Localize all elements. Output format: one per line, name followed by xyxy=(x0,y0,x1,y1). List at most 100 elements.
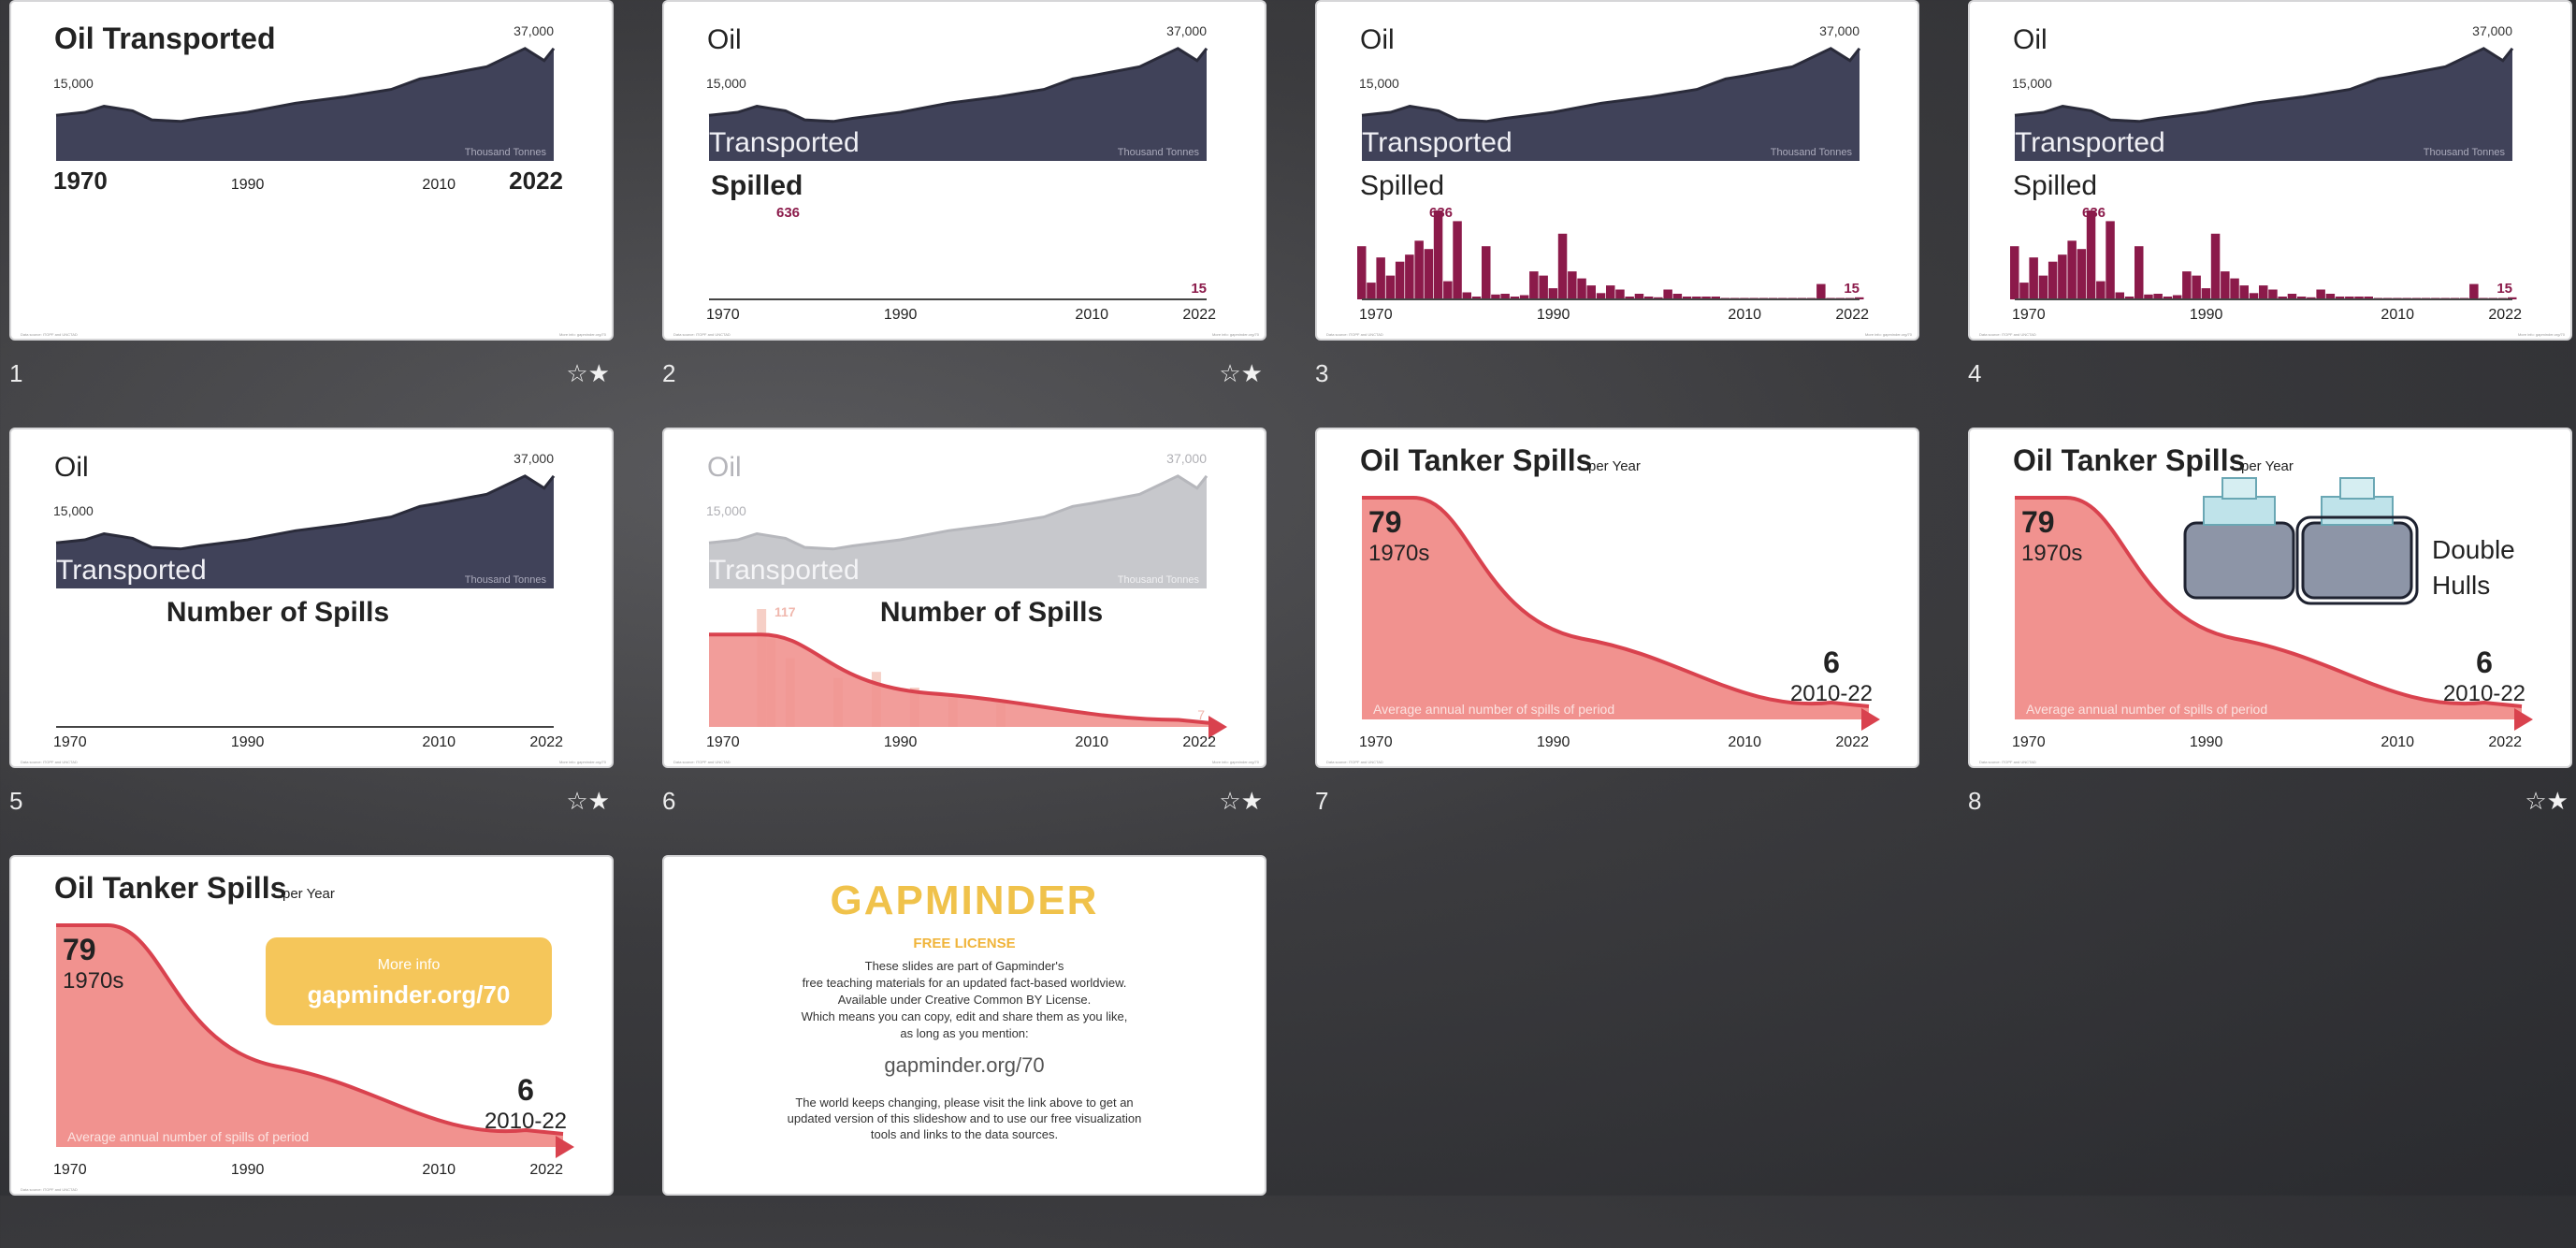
spill-bar xyxy=(2364,297,2373,299)
spilled-label: Spilled xyxy=(1360,170,1444,201)
unit-label: Thousand Tonnes xyxy=(465,147,547,158)
spill-bar xyxy=(1414,240,1424,299)
label-2010-22: 2010-22 xyxy=(1790,681,1873,706)
spill-bar xyxy=(2230,278,2239,299)
slide-title: Oil xyxy=(707,452,742,483)
year-tick-2022: 2022 xyxy=(2488,307,2522,323)
data-source-footnote: Data source: ITOPF and UNCTAD xyxy=(21,332,78,337)
year-tick-1970: 1970 xyxy=(53,734,87,750)
slide-cell-8: Oil Tanker Spills per Year 79 1970s 6 2010-22… xyxy=(1968,428,2572,820)
spill-bar xyxy=(2163,297,2173,299)
star-icon[interactable]: ☆★ xyxy=(2525,787,2569,815)
transported-line xyxy=(1361,47,1861,123)
slide-thumbnail-1[interactable]: Oil Transported 37,000 15,000 Thousand Tonn… xyxy=(9,0,614,341)
spill-bar xyxy=(2345,297,2354,299)
data-source-footnote: Data source: ITOPF and UNCTAD xyxy=(1326,332,1383,337)
slide-thumbnail-4[interactable]: Oil 37,000 15,000 Thousand Tonnes Transporte… xyxy=(1968,0,2572,341)
year-tick-2022: 2022 xyxy=(1835,734,1869,750)
year-tick-2022: 2022 xyxy=(509,167,563,195)
spill-bar xyxy=(1606,285,1615,299)
star-icon[interactable]: ☆★ xyxy=(566,787,610,815)
gapminder-logo: GAPMINDER xyxy=(830,878,1099,923)
slide-thumbnail-9[interactable]: Oil Tanker Spills per Year 79 1970s 6 2010-22… xyxy=(9,855,614,1196)
year-tick-1990: 1990 xyxy=(884,307,918,323)
spill-bar xyxy=(2182,271,2192,299)
arrow-head xyxy=(1861,708,1880,731)
star-icon[interactable]: ☆★ xyxy=(1219,787,1263,815)
spill-bar xyxy=(2096,281,2106,299)
slide-thumbnail-5[interactable]: Oil 37,000 15,000 Thousand Tonnes Transporte… xyxy=(9,428,614,768)
year-tick-1970: 1970 xyxy=(706,307,740,323)
number-of-spills-label: Number of Spills xyxy=(880,597,1103,628)
slide-cell-4: Oil 37,000 15,000 Thousand Tonnes Transporte… xyxy=(1968,0,2572,393)
slide-cell-10: GAPMINDER FREE LICENSE These slides are … xyxy=(662,855,1266,1248)
spill-bar xyxy=(1577,278,1586,299)
year-tick-1990: 1990 xyxy=(2190,307,2223,323)
spill-bar xyxy=(2019,283,2029,299)
spill-bar xyxy=(1519,295,1529,299)
data-source-footnote: Data source: ITOPF and UNCTAD xyxy=(673,332,731,337)
max-spill-label: 636 xyxy=(776,205,800,221)
max-spill-label: 636 xyxy=(2082,205,2106,221)
spill-bar xyxy=(1634,294,1644,299)
slide-thumbnail-8[interactable]: Oil Tanker Spills per Year 79 1970s 6 2010-22… xyxy=(1968,428,2572,768)
spill-bar xyxy=(2106,221,2115,299)
unit-label: Thousand Tonnes xyxy=(2424,147,2506,158)
year-tick-2022: 2022 xyxy=(529,734,563,750)
star-icon[interactable]: ☆★ xyxy=(566,359,610,387)
year-tick-1990: 1990 xyxy=(1537,307,1570,323)
slide-cell-3: Oil 37,000 15,000 Thousand Tonnes Transporte… xyxy=(1315,0,1919,393)
slide-5-canvas: Oil 37,000 15,000 Thousand Tonnes Transporte… xyxy=(21,451,607,764)
spills-area xyxy=(1362,498,1869,719)
slide-1-canvas: Oil Transported 37,000 15,000 Thousand Tonn… xyxy=(21,22,607,337)
average-caption: Average annual number of spills of perio… xyxy=(67,1129,309,1144)
star-icon[interactable]: ☆★ xyxy=(1219,359,1263,387)
spills-line xyxy=(2015,496,2523,708)
spill-bar xyxy=(1568,271,1577,299)
year-tick-1990: 1990 xyxy=(231,734,265,750)
slide-thumbnail-6[interactable]: Oil 37,000 15,000 Thousand Tonnes Transporte… xyxy=(662,428,1266,768)
slide-title: Oil Tanker Spills xyxy=(54,871,286,905)
min-value-label: 15,000 xyxy=(53,503,94,518)
data-source-footnote: Data source: ITOPF and UNCTAD xyxy=(21,1187,78,1192)
spill-bar xyxy=(2153,294,2163,299)
transported-area xyxy=(56,48,554,161)
spill-bar xyxy=(1816,283,1826,299)
ship-single-hull-bridge xyxy=(2221,477,2257,500)
year-tick-2022: 2022 xyxy=(1182,307,1216,323)
spill-bar xyxy=(2067,240,2077,299)
transported-line xyxy=(2014,47,2514,123)
transported-area xyxy=(2015,48,2512,161)
spill-bar xyxy=(2210,233,2221,299)
spill-bar xyxy=(2058,254,2067,299)
gapminder-link[interactable]: gapminder.org/70 xyxy=(884,1053,1045,1077)
ship-double-hull-deck xyxy=(2321,496,2394,526)
license-footer-text: The world keeps changing, please visit t… xyxy=(787,1096,1142,1141)
year-tick-1970: 1970 xyxy=(2012,307,2046,323)
spill-bar xyxy=(1357,246,1367,299)
slide-thumbnail-3[interactable]: Oil 37,000 15,000 Thousand Tonnes Transporte… xyxy=(1315,0,1919,341)
spill-bar xyxy=(1557,233,1568,299)
label-1970s: 1970s xyxy=(63,968,123,994)
slide-number: 3 xyxy=(1315,359,1329,387)
year-tick-2010: 2010 xyxy=(2381,734,2414,750)
more-info-footnote: More info: gapminder.org/70 xyxy=(1865,332,1913,337)
slide-thumbnail-10[interactable]: GAPMINDER FREE LICENSE These slides are … xyxy=(662,855,1266,1196)
year-tick-1990: 1990 xyxy=(231,177,265,193)
slide-title: Oil xyxy=(1360,24,1395,55)
unit-label: Thousand Tonnes xyxy=(465,574,547,586)
spill-bar xyxy=(2144,294,2153,299)
spill-bar xyxy=(2124,297,2135,299)
ship-double-hull-bridge xyxy=(2339,477,2375,500)
ship-single-hull-deck xyxy=(2203,496,2276,526)
spill-bar xyxy=(1654,297,1663,299)
double-hulls-label-2: Hulls xyxy=(2432,571,2490,600)
max-value-label: 37,000 xyxy=(1819,23,1860,38)
slide-thumbnail-2[interactable]: Oil 37,000 15,000 Thousand Tonnes Transporte… xyxy=(662,0,1266,341)
year-tick-2022: 2022 xyxy=(1182,734,1216,750)
value-79: 79 xyxy=(63,933,96,966)
slide-thumbnail-7[interactable]: Oil Tanker Spills per Year 79 1970s 6 2010-22… xyxy=(1315,428,1919,768)
slide-cell-5: Oil 37,000 15,000 Thousand Tonnes Transporte… xyxy=(9,428,614,820)
max-spill-label: 636 xyxy=(1429,205,1453,221)
